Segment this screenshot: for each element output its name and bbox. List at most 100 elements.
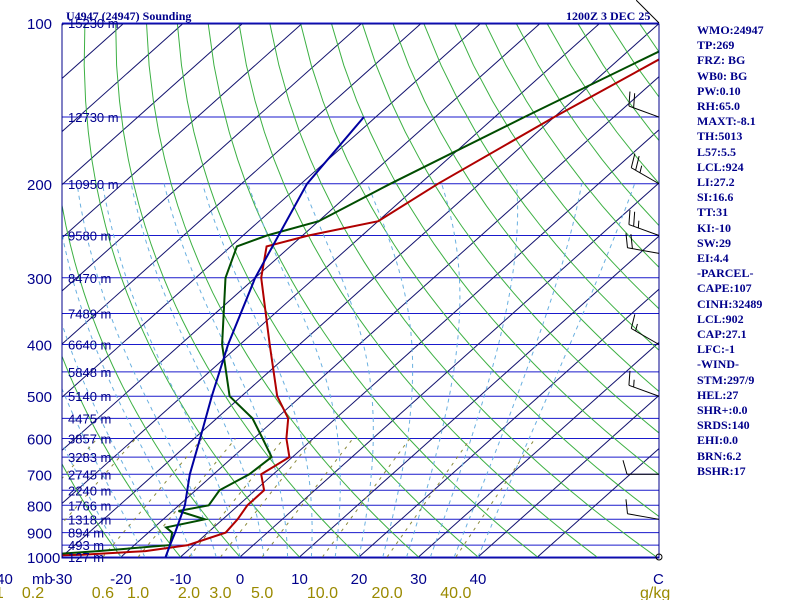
pressure-tick-label: 700 bbox=[27, 467, 52, 484]
sounding-series bbox=[62, 50, 659, 558]
stat-line: BRN:6.2 bbox=[697, 448, 742, 463]
moist-adiabat bbox=[163, 183, 289, 558]
height-label: 3283 m bbox=[68, 450, 111, 465]
stat-line: SW:29 bbox=[697, 235, 732, 250]
stat-line: SI:16.6 bbox=[697, 190, 734, 205]
mixing-ratio-line bbox=[220, 438, 314, 558]
moist-adiabat bbox=[76, 183, 217, 558]
isotherm-line bbox=[62, 24, 243, 186]
dewpoint-profile bbox=[62, 50, 659, 555]
wind-barb-feather bbox=[628, 370, 631, 386]
valid-time: 1200Z 3 DEC 25 bbox=[566, 9, 650, 23]
wind-barb-feather bbox=[622, 460, 628, 475]
height-label: 2745 m bbox=[68, 467, 111, 482]
dry-adiabat bbox=[62, 462, 122, 558]
pressure-tick-label: 400 bbox=[27, 338, 52, 355]
height-label: 127 m bbox=[68, 550, 104, 565]
height-label: 8470 m bbox=[68, 271, 111, 286]
dry-adiabat bbox=[146, 24, 419, 558]
dry-adiabat bbox=[115, 24, 360, 558]
pressure-tick-label: 500 bbox=[27, 389, 52, 406]
stat-line: WMO:24947 bbox=[697, 23, 764, 37]
wind-barb-staff bbox=[627, 513, 660, 520]
wind-barb-feather bbox=[628, 91, 631, 107]
isotherm-line bbox=[62, 24, 362, 292]
mixing-ratio-label: 10.0 bbox=[307, 585, 338, 600]
wind-barb bbox=[628, 209, 660, 236]
mixing-ratio-lines bbox=[62, 438, 536, 558]
height-label: 5848 m bbox=[68, 365, 111, 380]
moist-adiabat bbox=[366, 183, 414, 558]
dry-adiabat bbox=[83, 24, 300, 558]
height-label: 1318 m bbox=[68, 512, 111, 527]
wind-barb bbox=[625, 499, 660, 520]
stat-line: CINH:32489 bbox=[697, 296, 763, 311]
stat-line: MAXT:-8.1 bbox=[697, 114, 756, 129]
stat-line: LCL:902 bbox=[697, 311, 744, 326]
wind-barb bbox=[635, 0, 660, 24]
mixing-ratio-line bbox=[188, 438, 285, 558]
wind-barb bbox=[630, 153, 660, 185]
height-label: 894 m bbox=[68, 526, 104, 541]
stat-line: EHI:0.0 bbox=[697, 433, 739, 448]
isotherm-line bbox=[62, 24, 541, 451]
wind-barb-feather bbox=[630, 234, 633, 249]
parcel-profile bbox=[164, 116, 365, 558]
moist-adiabat bbox=[477, 183, 636, 558]
temperature-tick-label: -30 bbox=[51, 571, 73, 588]
wind-barb-staff bbox=[636, 0, 660, 24]
stat-line: STM:297/9 bbox=[697, 372, 755, 387]
height-label: 2240 m bbox=[68, 483, 111, 498]
mixing-ratio-line bbox=[137, 438, 236, 558]
temperature-tick-label: 20 bbox=[351, 571, 368, 588]
isotherm-line bbox=[299, 235, 659, 558]
temperature-profile bbox=[62, 58, 659, 557]
mixing-ratio-label: 20.0 bbox=[372, 585, 403, 600]
wind-barb-staff bbox=[627, 247, 660, 254]
stat-line: FRZ: BG bbox=[697, 53, 746, 68]
dry-adiabat bbox=[176, 24, 479, 558]
pressure-tick-label: 1000 bbox=[27, 550, 60, 567]
wind-barb-staff bbox=[628, 105, 660, 118]
moist-adiabat bbox=[247, 183, 341, 558]
mixing-ratio-unit: g/kg bbox=[640, 585, 670, 600]
wind-barb bbox=[622, 460, 659, 475]
temperature-tick-label: -10 bbox=[170, 571, 192, 588]
wind-barb-staff bbox=[628, 384, 660, 397]
stat-line: CAP:27.1 bbox=[697, 327, 747, 342]
temperature-tick-label: 40 bbox=[470, 571, 487, 588]
moist-adiabat bbox=[453, 183, 583, 558]
stats-panel: WMO:24947 TP:269 FRZ: BG WB0: BG PW:0.10 RH:6… bbox=[697, 23, 800, 479]
mixing-ratio-label: 3.0 bbox=[209, 585, 231, 600]
mixing-ratio-line bbox=[261, 438, 354, 558]
dry-adiabat bbox=[331, 24, 659, 476]
wind-barb-feather bbox=[630, 314, 636, 329]
calm-wind-circle bbox=[655, 553, 663, 561]
wind-barb-half-feather bbox=[639, 165, 643, 173]
height-label: 6640 m bbox=[68, 338, 111, 353]
moist-adiabat bbox=[301, 183, 374, 558]
wind-barb bbox=[628, 370, 660, 397]
height-label: 12730 m bbox=[68, 110, 119, 125]
isotherm-line bbox=[418, 341, 659, 558]
temp-unit-label: C bbox=[653, 571, 664, 588]
wind-barb-half-feather bbox=[637, 220, 640, 229]
wind-barb-half-feather bbox=[633, 379, 635, 388]
stat-line: LCL:924 bbox=[697, 159, 744, 174]
isotherm-line bbox=[62, 24, 600, 505]
isotherm-line bbox=[62, 24, 184, 133]
isotherm-line bbox=[0, 23, 5, 557]
moist-adiabat bbox=[406, 183, 461, 558]
mixing-ratio-label: 0.2 bbox=[22, 585, 44, 600]
dry-adiabat bbox=[423, 24, 659, 351]
wind-barb-feather bbox=[630, 153, 636, 168]
wind-barb-feather bbox=[633, 93, 636, 108]
isotherm-line bbox=[477, 394, 659, 558]
wind-barb bbox=[630, 314, 660, 345]
stat-line: SHR+:0.0 bbox=[697, 403, 748, 418]
wind-barb-staff bbox=[628, 224, 660, 236]
mixing-ratio-label: 0.1 bbox=[0, 585, 4, 600]
isotherm-line bbox=[62, 24, 481, 398]
stat-line: PW:0.10 bbox=[697, 83, 741, 98]
mixing-ratio-label: 5.0 bbox=[251, 585, 273, 600]
